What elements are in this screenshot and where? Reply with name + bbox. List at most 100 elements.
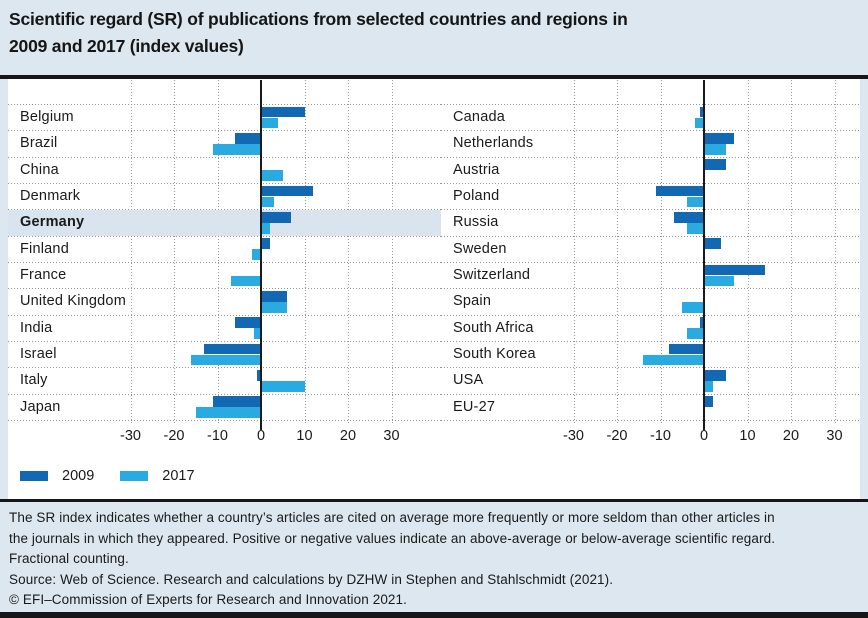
country-row-south-korea: South Korea xyxy=(441,340,860,368)
bar-israel-2017 xyxy=(191,354,261,366)
chart-title: Scientific regard (SR) of publications f… xyxy=(9,6,769,60)
country-label-japan: Japan xyxy=(20,398,61,415)
zero-axis-line xyxy=(703,80,705,430)
bar-italy-2017 xyxy=(261,381,305,392)
chart-sheet: Belgium Brazil China Denmark Germany Finland F… xyxy=(8,79,860,499)
country-label-spain: Spain xyxy=(453,293,492,310)
bar-germany-2009 xyxy=(261,212,292,223)
bar-japan-2009 xyxy=(213,396,261,407)
x-tick-0: 0 xyxy=(699,428,709,444)
footer-notes: The SR index indicates whether a country… xyxy=(9,508,861,611)
x-axis-left: -30 -20 -10 0 10 20 30 xyxy=(8,428,441,446)
bar-russia-2009 xyxy=(673,212,704,223)
bar-south-korea-2017 xyxy=(643,354,704,366)
footer-line: The SR index indicates whether a country… xyxy=(9,510,775,525)
bar-south-korea-2009 xyxy=(669,343,704,355)
top-divider-rule xyxy=(0,75,868,79)
bar-russia-2017 xyxy=(686,223,704,234)
bar-poland-2009 xyxy=(656,185,704,197)
country-label-russia: Russia xyxy=(453,214,499,231)
country-row-netherlands: Netherlands xyxy=(441,130,860,157)
country-label-india: India xyxy=(20,319,53,336)
country-label-switzerland: Switzerland xyxy=(453,267,531,284)
country-label-eu-27: EU-27 xyxy=(453,398,496,415)
country-label-france: France xyxy=(20,267,67,284)
country-row-switzerland: Switzerland xyxy=(441,261,860,289)
country-row-france: France xyxy=(8,261,441,289)
bar-usa-2009 xyxy=(704,370,726,381)
country-label-south-korea: South Korea xyxy=(453,346,536,363)
bar-finland-2009 xyxy=(261,238,270,249)
chart-panel-right: Canada Netherlands Austria Poland Russia Swed… xyxy=(441,79,860,479)
bar-canada-2009 xyxy=(699,106,704,118)
country-row-poland: Poland xyxy=(441,182,860,210)
bottom-black-bar xyxy=(0,612,868,618)
bar-south-africa-2009 xyxy=(699,317,704,328)
country-label-netherlands: Netherlands xyxy=(453,135,534,152)
x-tick-30: 30 xyxy=(383,428,400,444)
country-row-denmark: Denmark xyxy=(8,182,441,210)
country-label-denmark: Denmark xyxy=(20,188,81,205)
bar-united-kingdom-2017 xyxy=(261,302,288,313)
legend-swatch-2017 xyxy=(120,471,149,481)
country-row-canada: Canada xyxy=(441,104,860,131)
x-tick-20: 20 xyxy=(782,428,800,444)
country-row-japan: Japan xyxy=(8,393,441,420)
country-label-sweden: Sweden xyxy=(453,240,507,257)
country-row-spain: Spain xyxy=(441,288,860,315)
country-label-canada: Canada xyxy=(453,109,505,126)
legend-swatch-2009 xyxy=(20,471,48,481)
bar-india-2017 xyxy=(254,328,261,339)
x-tick--10: -10 xyxy=(207,428,228,444)
bar-brazil-2009 xyxy=(234,133,261,144)
country-row-israel: Israel xyxy=(8,340,441,368)
country-label-finland: Finland xyxy=(20,240,69,257)
country-row-south-africa: South Africa xyxy=(441,314,860,341)
country-row-finland: Finland xyxy=(8,235,441,262)
bar-denmark-2017 xyxy=(261,196,275,208)
country-row-russia: Russia xyxy=(441,209,860,236)
x-tick-20: 20 xyxy=(339,428,357,444)
bar-brazil-2017 xyxy=(213,144,261,155)
bar-belgium-2009 xyxy=(261,106,305,118)
footer-line: © EFI–Commission of Experts for Research… xyxy=(9,592,407,608)
bar-germany-2017 xyxy=(261,223,270,234)
footer-line: the journals in which they appeared. Pos… xyxy=(9,530,776,546)
country-label-usa: USA xyxy=(453,372,484,389)
x-tick--20: -20 xyxy=(163,428,185,444)
country-label-austria: Austria xyxy=(453,161,500,178)
bar-belgium-2017 xyxy=(261,117,279,129)
country-row-sweden: Sweden xyxy=(441,235,860,262)
bar-canada-2017 xyxy=(695,117,704,129)
x-tick-10: 10 xyxy=(739,428,756,444)
bar-italy-2009 xyxy=(256,370,261,381)
bottom-divider-rule xyxy=(0,499,868,502)
country-row-brazil: Brazil xyxy=(8,130,441,157)
bar-united-kingdom-2009 xyxy=(261,291,288,302)
x-tick--10: -10 xyxy=(650,428,671,444)
bar-switzerland-2009 xyxy=(704,264,765,276)
bar-poland-2017 xyxy=(686,196,704,208)
footer-line: Fractional counting. xyxy=(9,551,129,567)
country-row-india: India xyxy=(8,314,441,341)
bar-switzerland-2017 xyxy=(704,275,735,287)
x-tick-10: 10 xyxy=(296,428,313,444)
country-label-united-kingdom: United Kingdom xyxy=(20,293,126,310)
country-row-usa: USA xyxy=(441,367,860,394)
legend: 2009 2017 xyxy=(20,468,195,484)
bar-sweden-2009 xyxy=(704,238,722,249)
country-label-china: China xyxy=(20,161,59,178)
bar-india-2009 xyxy=(234,317,261,328)
chart-title-line1: Scientific regard (SR) of publications f… xyxy=(9,9,628,29)
country-label-poland: Poland xyxy=(453,188,500,205)
zero-axis-line xyxy=(260,80,262,430)
bar-rows-left: Belgium Brazil China Denmark Germany Finland F… xyxy=(8,104,441,421)
country-row-china: China xyxy=(8,156,441,183)
bar-china-2017 xyxy=(261,170,283,181)
x-tick--30: -30 xyxy=(563,428,584,444)
country-label-brazil: Brazil xyxy=(20,135,58,152)
bar-spain-2017 xyxy=(682,302,704,313)
x-tick--20: -20 xyxy=(606,428,628,444)
country-label-south-africa: South Africa xyxy=(453,319,534,336)
